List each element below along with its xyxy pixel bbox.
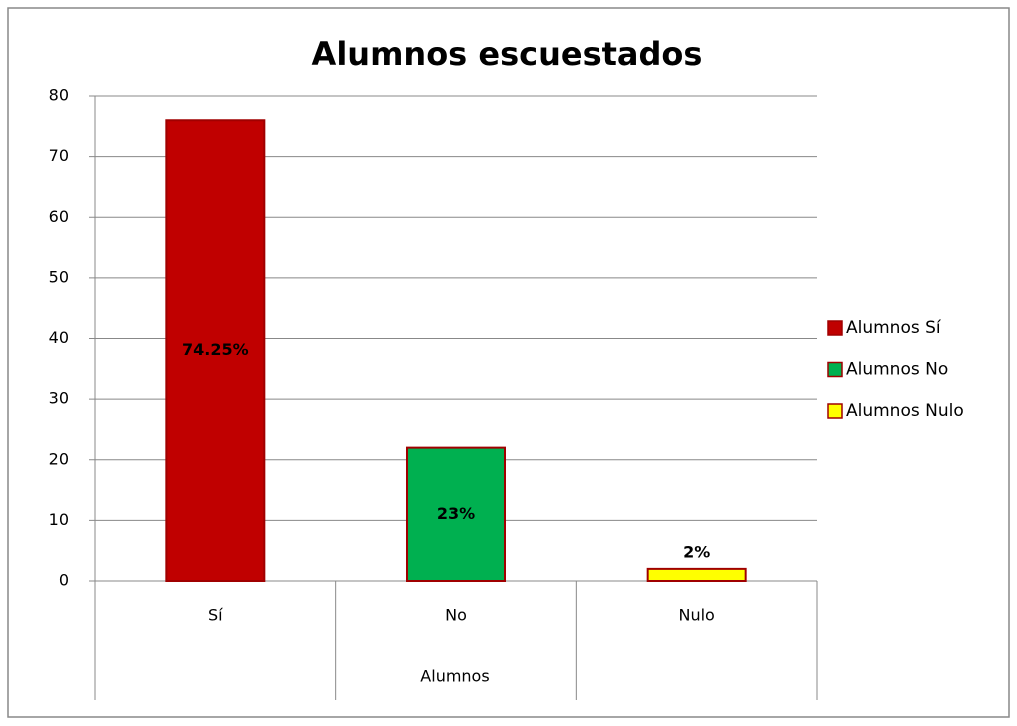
- y-tick-label: 60: [49, 207, 69, 226]
- legend-swatch: [827, 403, 843, 419]
- y-tick-label: 70: [49, 146, 69, 165]
- bar: [646, 567, 747, 582]
- data-label: 23%: [437, 504, 475, 523]
- legend-label: Alumnos Sí: [846, 318, 942, 338]
- legend-swatch: [827, 361, 843, 378]
- bar: [165, 119, 266, 582]
- y-tick-label: 30: [49, 389, 69, 408]
- y-tick-label: 10: [49, 510, 69, 529]
- data-label: 2%: [683, 542, 710, 561]
- y-tick-label: 80: [49, 86, 69, 105]
- x-axis-label: Alumnos: [420, 667, 489, 686]
- y-tick-label: 0: [59, 571, 69, 590]
- x-tick-label: Nulo: [678, 606, 714, 625]
- chart-title: Alumnos escuestados: [312, 35, 703, 73]
- x-tick-label: No: [445, 606, 467, 625]
- legend-label: Alumnos No: [846, 360, 948, 380]
- legend-label: Alumnos Nulo: [846, 401, 964, 421]
- data-label: 74.25%: [182, 340, 249, 359]
- bar: [406, 446, 506, 582]
- y-tick-label: 40: [49, 328, 69, 347]
- y-tick-label: 20: [49, 449, 69, 468]
- y-tick-label: 50: [49, 267, 69, 286]
- legend-swatch: [827, 320, 843, 336]
- x-tick-label: Sí: [208, 606, 223, 625]
